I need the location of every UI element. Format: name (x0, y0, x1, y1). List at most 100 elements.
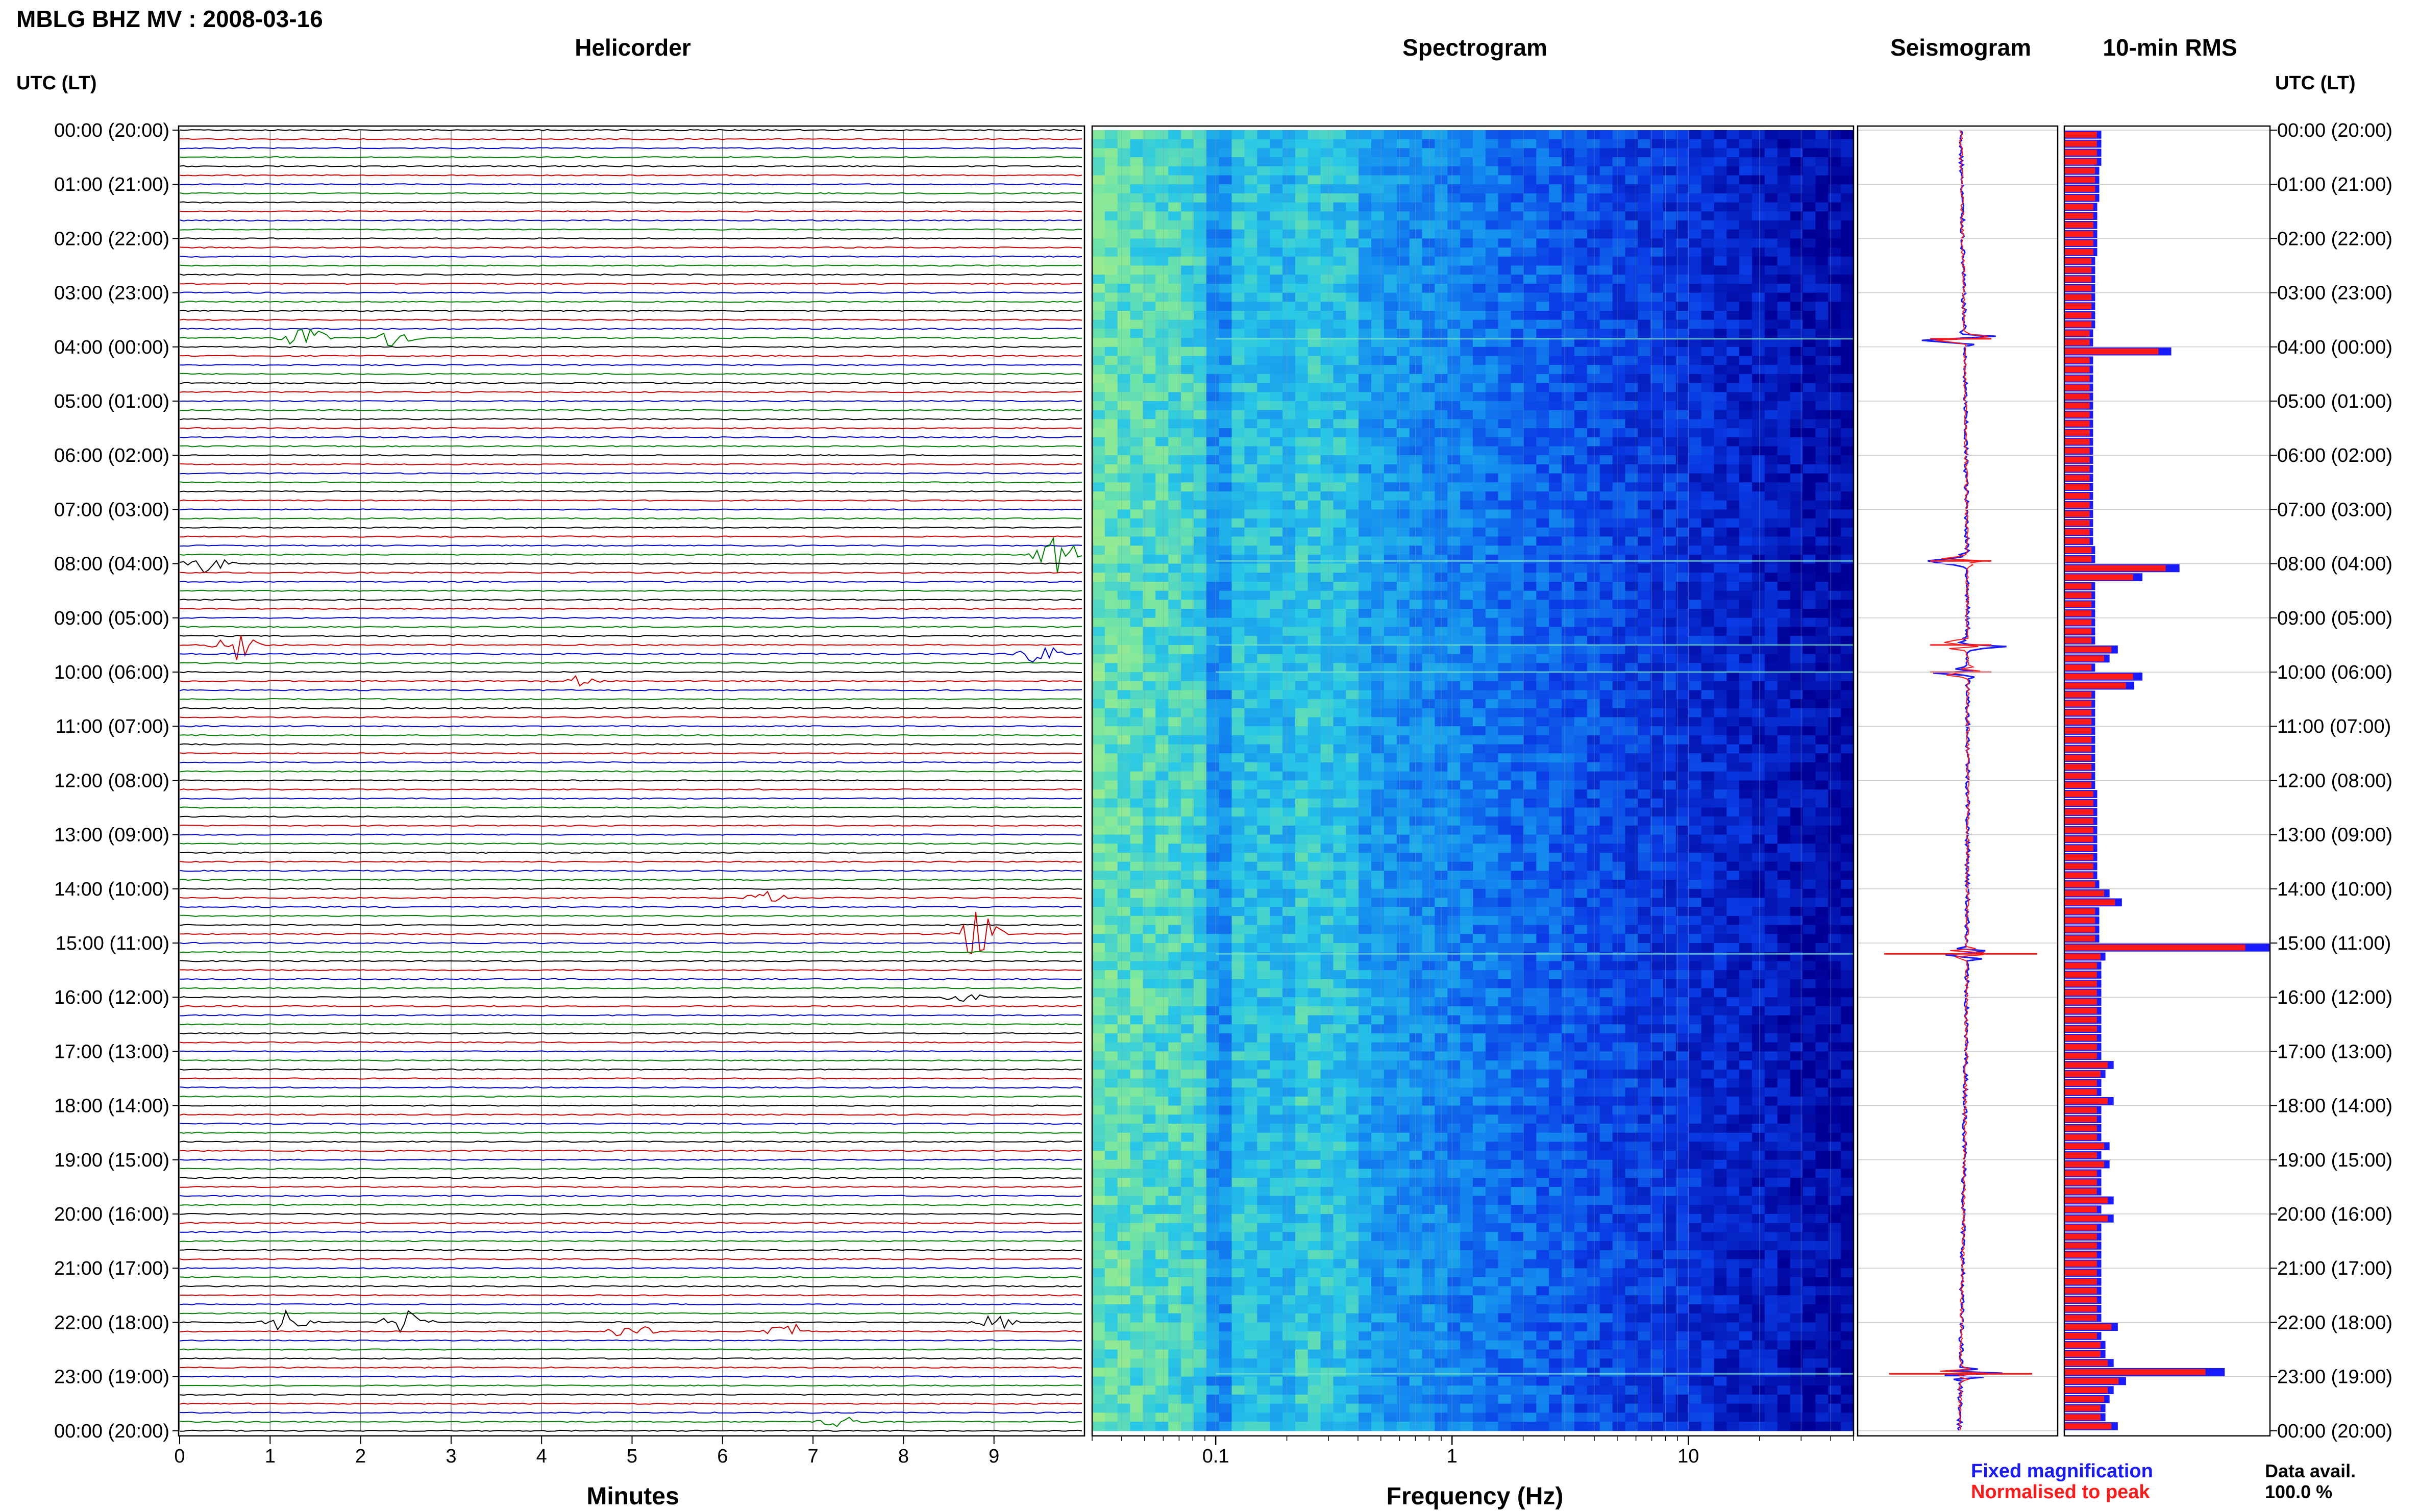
spectrogram-cell (1688, 853, 1702, 862)
spectrogram-cell (1193, 663, 1207, 673)
spectrogram-cell (1777, 609, 1791, 618)
spectrogram-cell (1650, 563, 1664, 573)
spectrogram-cell (1396, 771, 1410, 781)
spectrogram-cell (1714, 708, 1727, 718)
spectrogram-cell (1815, 518, 1829, 528)
spectrogram-cell (1562, 636, 1575, 646)
spectrogram-cell (1803, 627, 1816, 636)
spectrogram-cell (1384, 762, 1397, 772)
spectrogram-cell (1574, 853, 1588, 862)
spectrogram-cell (1092, 491, 1105, 501)
spectrogram-cell (1675, 275, 1689, 284)
spectrogram-cell (1650, 473, 1664, 483)
spectrogram-cell (1638, 392, 1651, 402)
spectrogram-cell (1206, 446, 1220, 456)
spectrogram-cell (1587, 654, 1600, 663)
spectrogram-cell (1803, 383, 1816, 392)
spectrogram-cell (1193, 582, 1207, 591)
spectrogram-cell (1295, 509, 1309, 519)
spectrogram-cell (1536, 464, 1549, 474)
spectrogram-cell (1612, 762, 1626, 772)
spectrogram-cell (1244, 798, 1258, 808)
spectrogram-cell (1346, 834, 1359, 844)
spectrogram-cell (1752, 311, 1765, 320)
spectrogram-cell (1663, 690, 1676, 700)
spectrogram-cell (1612, 365, 1626, 375)
spectrogram-cell (1485, 753, 1499, 763)
spectrogram-cell (1498, 582, 1512, 591)
spectrogram-cell (1460, 871, 1473, 880)
spectrogram-cell (1409, 636, 1423, 646)
spectrogram-cell (1244, 546, 1258, 555)
spectrogram-cell (1536, 193, 1549, 203)
spectrogram-cell (1562, 302, 1575, 311)
spectrogram-cell (1841, 220, 1854, 230)
spectrogram-cell (1447, 536, 1461, 546)
spectrogram-cell (1359, 708, 1372, 718)
spectrogram-cell (1777, 446, 1791, 456)
spectrogram-cell (1587, 834, 1600, 844)
spectrogram-cell (1320, 374, 1334, 384)
spectrogram-cell (1587, 663, 1600, 673)
spectrogram-cell (1092, 645, 1105, 655)
spectrogram-cell (1447, 302, 1461, 311)
spectrogram-cell (1625, 238, 1639, 248)
spectrogram-cell (1333, 690, 1347, 700)
spectrogram-cell (1511, 383, 1524, 392)
spectrogram-cell (1231, 139, 1245, 148)
spectrogram-cell (1130, 311, 1144, 320)
spectrogram-cell (1536, 446, 1549, 456)
spectrogram-cell (1650, 193, 1664, 203)
spectrogram-cell (1485, 220, 1499, 230)
spectrogram-cell (1295, 573, 1309, 582)
spectrogram-cell (1701, 229, 1715, 239)
spectrogram-cell (1752, 148, 1765, 158)
spectrogram-cell (1739, 473, 1752, 483)
spectrogram-cell (1396, 735, 1410, 745)
spectrogram-cell (1333, 311, 1347, 320)
spectrogram-cell (1422, 346, 1436, 357)
spectrogram-cell (1384, 518, 1397, 528)
spectrogram-cell (1168, 410, 1181, 419)
spectrogram-cell (1701, 365, 1715, 375)
spectrogram-cell (1447, 139, 1461, 148)
spectrogram-cell (1219, 130, 1232, 140)
spectrogram-cell (1155, 590, 1169, 600)
spectrogram-cell (1841, 807, 1854, 817)
spectrogram-cell (1498, 690, 1512, 700)
spectrogram-cell (1460, 346, 1473, 357)
spectrogram-cell (1307, 546, 1321, 555)
spectrogram-cell (1562, 193, 1575, 203)
spectrogram-cell (1764, 175, 1778, 185)
spectrogram-cell (1498, 780, 1512, 790)
spectrogram-cell (1333, 518, 1347, 528)
spectrogram-cell (1282, 247, 1296, 257)
spectrogram-cell (1523, 455, 1537, 465)
spectrogram-cell (1726, 346, 1740, 357)
spectrogram-cell (1143, 292, 1156, 302)
spectrogram-cell (1841, 590, 1854, 600)
spectrogram-cell (1701, 184, 1715, 194)
spectrogram-cell (1650, 283, 1664, 293)
spectrogram-cell (1739, 392, 1752, 402)
spectrogram-cell (1536, 717, 1549, 727)
spectrogram-cell (1688, 798, 1702, 808)
spectrogram-cell (1803, 311, 1816, 320)
spectrogram-cell (1409, 392, 1423, 402)
spectrogram-cell (1447, 238, 1461, 248)
spectrogram-cell (1359, 798, 1372, 808)
spectrogram-cell (1790, 356, 1804, 365)
spectrogram-cell (1701, 410, 1715, 419)
spectrogram-cell (1612, 148, 1626, 158)
spectrogram-cell (1752, 193, 1765, 203)
spectrogram-cell (1219, 546, 1232, 555)
spectrogram-cell (1485, 392, 1499, 402)
spectrogram-cell (1625, 311, 1639, 320)
spectrogram-cell (1092, 825, 1105, 835)
spectrogram-cell (1625, 437, 1639, 447)
spectrogram-cell (1625, 636, 1639, 646)
spectrogram-cell (1244, 645, 1258, 655)
spectrogram-cell (1155, 130, 1169, 140)
spectrogram-cell (1764, 292, 1778, 302)
spectrogram-cell (1231, 428, 1245, 438)
